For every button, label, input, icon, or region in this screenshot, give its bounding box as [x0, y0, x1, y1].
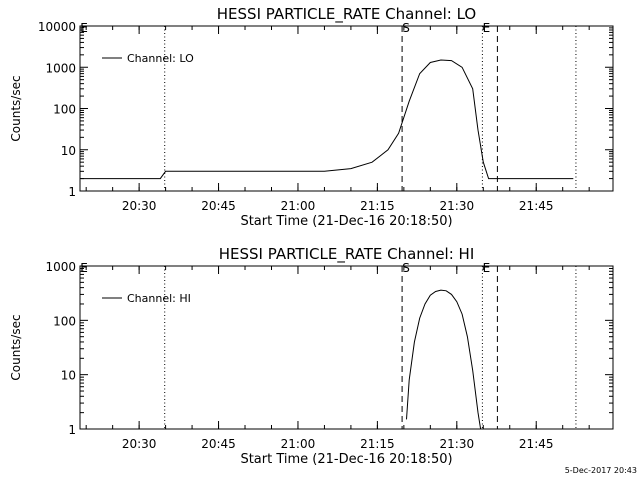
chart-title-2: HESSI PARTICLE_RATE Channel: HI	[219, 245, 475, 264]
series-line-1	[80, 59, 574, 180]
y-tick-label-1: 10000	[38, 20, 76, 34]
y-tick-label-2: 1000	[45, 260, 76, 274]
marker-label-2: E	[80, 261, 88, 275]
plot-frame-1	[79, 25, 614, 192]
y-tick-label-1: 10	[61, 144, 76, 158]
marker-label-1: E	[80, 21, 88, 35]
marker-label-2: E	[483, 261, 491, 275]
y-tick-label-2: 10	[61, 369, 76, 383]
x-tick-label-2: 20:30	[122, 437, 157, 451]
x-tick-label-1: 21:30	[440, 199, 475, 213]
y-axis-label-2: Counts/sec	[9, 314, 23, 380]
chart-title-1: HESSI PARTICLE_RATE Channel: LO	[217, 5, 476, 24]
x-tick-label-2: 20:45	[201, 437, 236, 451]
footer-timestamp: 5-Dec-2017 20:43	[565, 466, 637, 475]
x-tick-label-1: 21:00	[281, 199, 316, 213]
series-line-2	[406, 289, 482, 430]
x-tick-label-1: 21:45	[519, 199, 554, 213]
legend-label-2: Channel: HI	[127, 292, 191, 305]
marker-label-2: S	[402, 261, 410, 275]
x-tick-label-2: 21:45	[519, 437, 554, 451]
x-tick-label-2: 21:00	[281, 437, 316, 451]
x-axis-label-1: Start Time (21-Dec-16 20:18:50)	[240, 214, 452, 229]
y-tick-label-1: 1000	[45, 61, 76, 75]
y-tick-label-2: 1	[68, 423, 76, 437]
y-tick-label-2: 100	[53, 314, 76, 328]
y-tick-label-1: 100	[53, 103, 76, 117]
x-axis-label-2: Start Time (21-Dec-16 20:18:50)	[240, 452, 452, 467]
y-tick-label-1: 1	[68, 185, 76, 199]
x-tick-label-2: 21:30	[440, 437, 475, 451]
x-tick-label-1: 21:15	[360, 199, 395, 213]
x-tick-label-1: 20:30	[122, 199, 157, 213]
x-tick-label-1: 20:45	[201, 199, 236, 213]
marker-label-1: S	[402, 21, 410, 35]
plot-frame-2	[79, 265, 614, 430]
y-axis-label-1: Counts/sec	[9, 75, 23, 141]
legend-label-1: Channel: LO	[127, 52, 194, 65]
x-tick-label-2: 21:15	[360, 437, 395, 451]
marker-label-1: E	[483, 21, 491, 35]
